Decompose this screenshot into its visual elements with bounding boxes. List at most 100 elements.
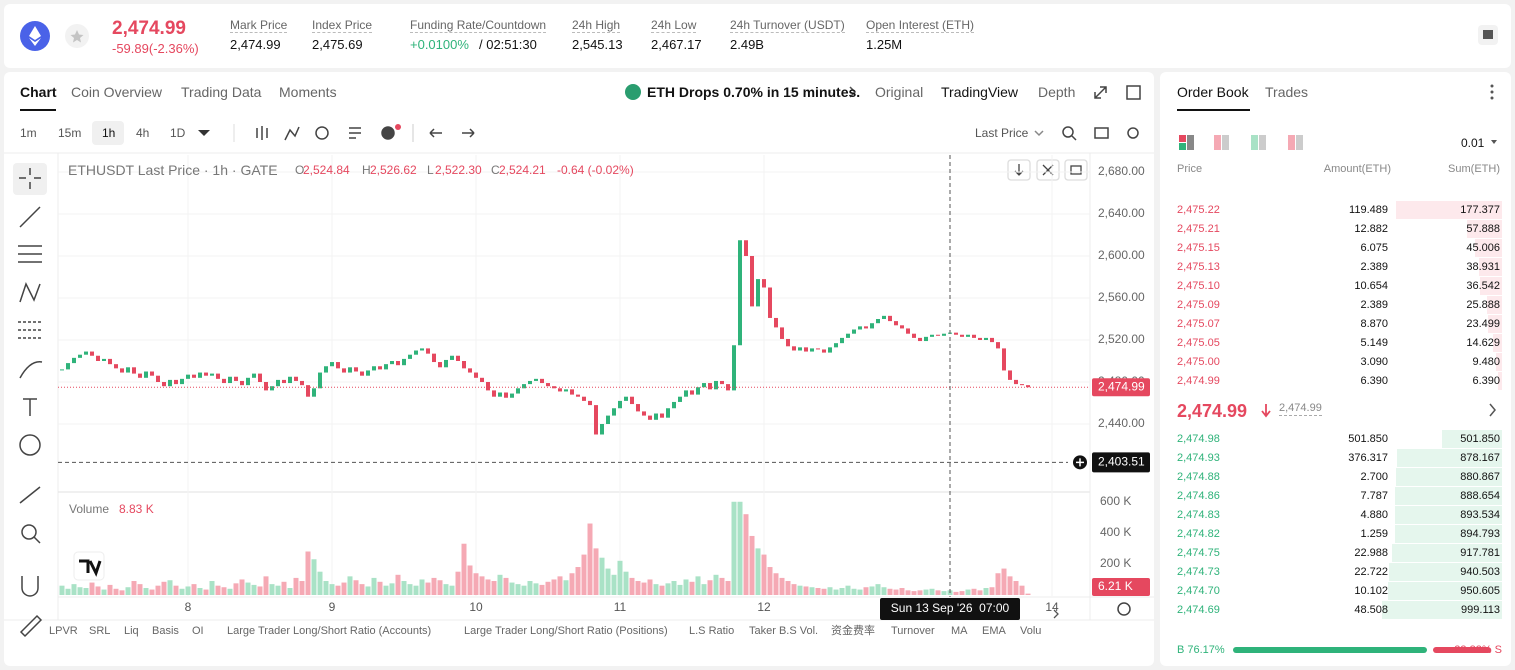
volume-bar bbox=[293, 577, 299, 595]
volume-bar bbox=[245, 582, 251, 595]
volume-bar bbox=[791, 584, 797, 595]
view-tab[interactable]: Depth bbox=[1038, 84, 1076, 100]
candle bbox=[816, 348, 820, 350]
volume-bar bbox=[215, 585, 221, 595]
interval[interactable]: 1m bbox=[20, 126, 37, 140]
volume-bar bbox=[737, 501, 743, 595]
indicator[interactable]: Turnover bbox=[891, 625, 935, 637]
indicator[interactable]: SRL bbox=[89, 625, 111, 637]
scroll-arrow[interactable] bbox=[1053, 609, 1059, 619]
tab[interactable]: Coin Overview bbox=[71, 84, 163, 100]
volume-bar bbox=[527, 581, 533, 595]
volume-bar bbox=[875, 584, 881, 595]
indicator[interactable]: MA bbox=[951, 625, 968, 637]
indicator[interactable]: EMA bbox=[982, 625, 1006, 637]
candle bbox=[888, 315, 892, 322]
depth-bar bbox=[1480, 277, 1502, 295]
view-tab[interactable]: Original bbox=[875, 84, 924, 100]
candle bbox=[990, 337, 994, 343]
menu-dot[interactable] bbox=[1490, 84, 1494, 88]
drawing-tools[interactable] bbox=[13, 163, 47, 638]
volume-bar bbox=[119, 590, 125, 595]
window-icon[interactable] bbox=[1126, 85, 1141, 100]
volume-bar bbox=[863, 587, 869, 595]
candle bbox=[222, 378, 226, 384]
indicator[interactable]: Liq bbox=[124, 625, 139, 637]
candle bbox=[366, 370, 370, 376]
volume-bar bbox=[977, 590, 983, 595]
x-tick-label: 9 bbox=[329, 600, 336, 614]
column-header: Amount(ETH) bbox=[1323, 163, 1391, 175]
book-view-icons[interactable] bbox=[1179, 135, 1303, 150]
indicator[interactable]: Volu bbox=[1020, 625, 1042, 637]
price-source[interactable]: Last Price bbox=[975, 126, 1029, 140]
toolbar-icons[interactable] bbox=[256, 124, 1139, 142]
interval[interactable]: 4h bbox=[136, 126, 150, 140]
y-tick-label: 2,520.00 bbox=[1098, 332, 1145, 346]
volume-bar bbox=[101, 589, 107, 595]
volume-bar bbox=[587, 523, 593, 595]
indicator[interactable]: L.S Ratio bbox=[689, 625, 735, 637]
interval[interactable]: 1h bbox=[102, 126, 116, 140]
volume-bar bbox=[449, 585, 455, 595]
candle bbox=[858, 326, 862, 330]
volume-bar bbox=[599, 557, 605, 595]
x-tick-label: 11 bbox=[614, 600, 627, 614]
pane-buttons[interactable] bbox=[1007, 159, 1088, 181]
interval[interactable]: 1D bbox=[170, 126, 186, 140]
candle bbox=[372, 366, 376, 371]
candle bbox=[630, 396, 634, 405]
volume-bar bbox=[869, 586, 875, 595]
book-sum: 38.931 bbox=[1466, 261, 1500, 273]
indicator[interactable]: Taker B.S Vol. bbox=[749, 625, 819, 637]
indicator[interactable]: Large Trader Long/Short Ratio (Accounts) bbox=[227, 625, 432, 637]
volume-bar bbox=[275, 585, 281, 595]
layout-icon bbox=[1483, 30, 1493, 39]
interval[interactable]: 15m bbox=[58, 126, 82, 140]
tab[interactable]: Trading Data bbox=[181, 84, 262, 100]
precision[interactable]: 0.01 bbox=[1461, 136, 1485, 150]
orderbook-tab[interactable]: Order Book bbox=[1177, 84, 1249, 100]
candle bbox=[912, 333, 916, 338]
candle bbox=[720, 380, 724, 385]
indicator[interactable]: Basis bbox=[152, 625, 179, 637]
volume-bar bbox=[881, 587, 887, 595]
volume-bar bbox=[383, 585, 389, 595]
volume-bar bbox=[821, 588, 827, 595]
expand-icon[interactable] bbox=[1094, 86, 1107, 99]
indicator[interactable]: LPVR bbox=[49, 625, 78, 637]
volume-bar bbox=[311, 559, 317, 595]
indicator[interactable]: Large Trader Long/Short Ratio (Positions… bbox=[464, 625, 668, 637]
book-price: 2,474.69 bbox=[1177, 604, 1220, 616]
tab[interactable]: Chart bbox=[20, 84, 57, 100]
volume-bar bbox=[467, 565, 473, 595]
indicator[interactable]: OI bbox=[192, 625, 204, 637]
volume-bar bbox=[845, 585, 851, 595]
volume-bar bbox=[137, 584, 143, 595]
settings-icon[interactable] bbox=[1117, 602, 1131, 616]
indicator[interactable]: 资金费率 bbox=[831, 625, 875, 637]
chevron[interactable] bbox=[1489, 403, 1496, 417]
tab[interactable]: Moments bbox=[279, 84, 337, 100]
candle bbox=[318, 372, 322, 389]
book-sum: 9.480 bbox=[1472, 356, 1500, 368]
sell-ratio-bar bbox=[1432, 647, 1491, 653]
view-tab[interactable]: TradingView bbox=[941, 84, 1019, 100]
depth-bar bbox=[1486, 296, 1502, 314]
stat-label: 24h Low bbox=[651, 18, 697, 33]
y-tick-label: 2,600.00 bbox=[1098, 248, 1145, 262]
candle bbox=[228, 376, 232, 384]
volume-value: 8.83 K bbox=[119, 502, 154, 516]
depth-bar bbox=[1467, 220, 1502, 238]
dropdown-caret[interactable] bbox=[1491, 140, 1497, 144]
volume-bar bbox=[437, 580, 443, 595]
stat-value: 2,467.17 bbox=[651, 37, 702, 52]
dropdown-caret[interactable] bbox=[198, 130, 210, 136]
depth-bar bbox=[1391, 544, 1502, 562]
orderbook-tab[interactable]: Trades bbox=[1265, 84, 1309, 100]
book-amount: 8.870 bbox=[1360, 318, 1388, 330]
book-price: 2,475.07 bbox=[1177, 318, 1220, 330]
volume-bar bbox=[665, 583, 671, 595]
x-tick-label: 8 bbox=[185, 600, 192, 614]
